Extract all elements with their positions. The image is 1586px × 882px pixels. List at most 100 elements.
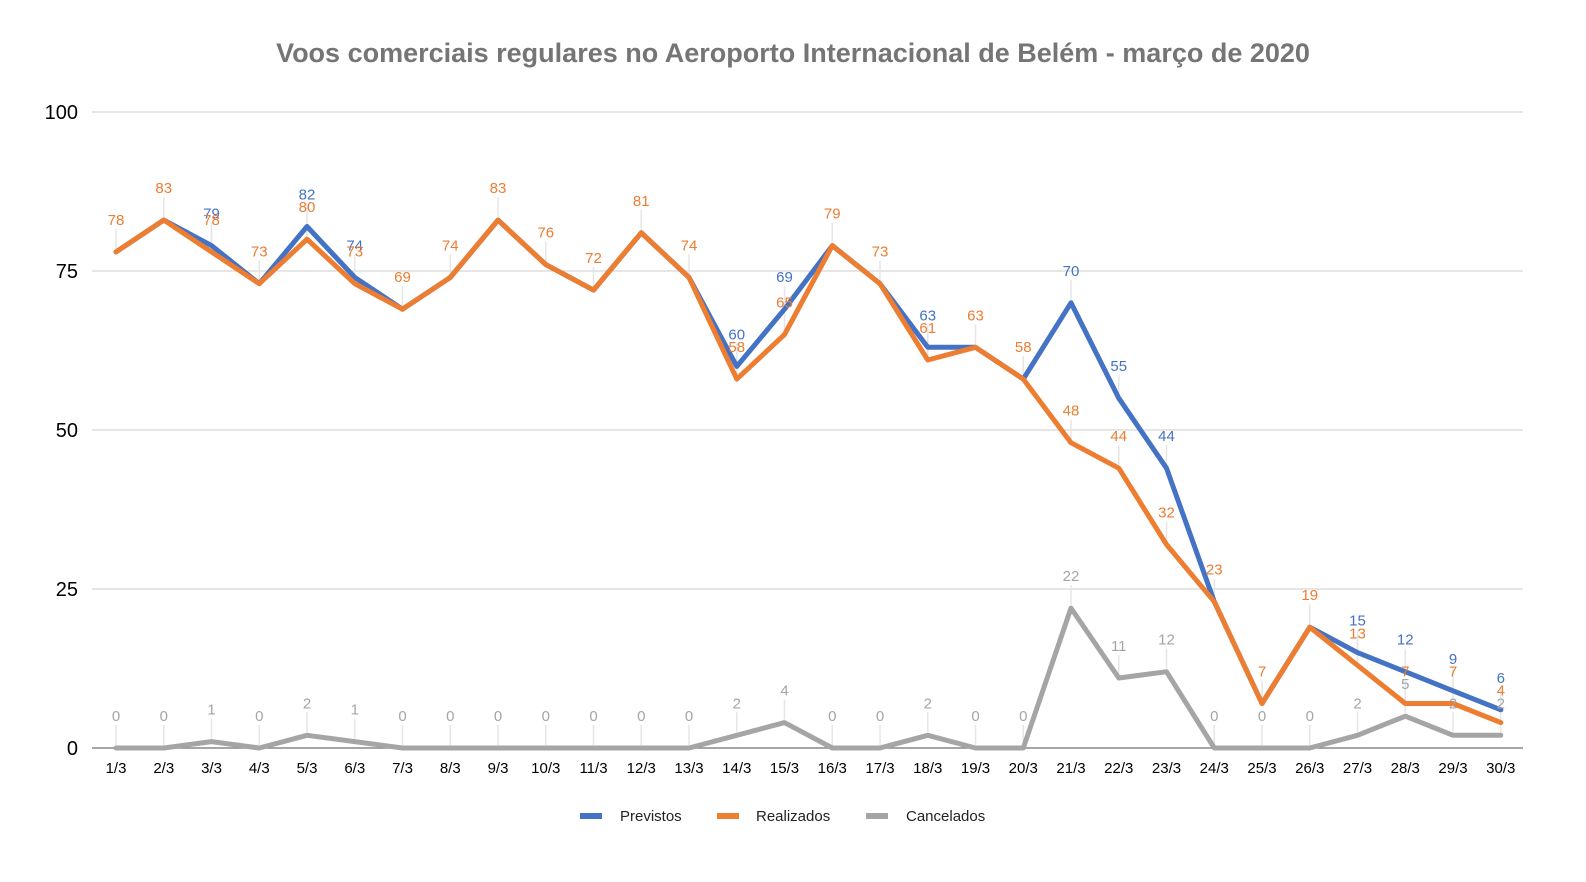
data-labels: 7982746069637055441512967883787380736974… (108, 180, 1505, 725)
data-label-previstos: 60 (728, 326, 745, 343)
data-label-realizados: 13 (1349, 625, 1366, 642)
data-label-previstos: 63 (919, 307, 936, 324)
data-label-cancelados: 0 (1306, 708, 1314, 725)
x-tick-label: 11/3 (579, 760, 607, 777)
data-label-cancelados: 2 (1353, 695, 1361, 712)
y-tick-label: 100 (45, 102, 78, 124)
data-label-cancelados: 0 (685, 708, 693, 725)
x-tick-label: 2/3 (153, 760, 174, 777)
data-label-cancelados: 5 (1401, 676, 1409, 693)
legend-label-previstos: Previstos (620, 808, 682, 825)
data-label-realizados: 58 (728, 339, 745, 356)
label-leader-lines (115, 197, 1502, 745)
data-label-previstos: 55 (1110, 358, 1127, 375)
data-label-cancelados: 0 (494, 708, 502, 725)
x-tick-label: 10/3 (531, 760, 560, 777)
data-label-realizados: 23 (1206, 562, 1223, 579)
data-label-realizados: 4 (1497, 683, 1505, 700)
data-label-previstos: 9 (1449, 651, 1457, 668)
data-label-realizados: 76 (537, 225, 554, 242)
data-label-cancelados: 0 (542, 708, 550, 725)
y-axis-ticks: 0 25 50 75 100 (45, 102, 78, 760)
data-label-realizados: 19 (1301, 587, 1318, 604)
data-label-realizados: 61 (919, 320, 936, 337)
data-label-realizados: 78 (203, 212, 220, 229)
data-label-previstos: 79 (203, 206, 220, 223)
data-label-realizados: 63 (967, 307, 984, 324)
legend-swatch-realizados (717, 813, 739, 819)
x-tick-label: 8/3 (440, 760, 461, 777)
data-label-cancelados: 0 (1019, 708, 1027, 725)
x-tick-label: 12/3 (627, 760, 656, 777)
y-tick-label: 0 (67, 738, 78, 760)
x-tick-label: 29/3 (1438, 760, 1467, 777)
x-tick-label: 4/3 (249, 760, 270, 777)
x-tick-label: 23/3 (1152, 760, 1181, 777)
data-label-cancelados: 0 (1258, 708, 1266, 725)
data-label-cancelados: 2 (733, 695, 741, 712)
data-label-previstos: 69 (776, 269, 793, 286)
legend-label-realizados: Realizados (756, 808, 830, 825)
data-label-previstos: 82 (299, 186, 316, 203)
series-line-cancelados (113, 605, 1504, 751)
x-tick-label: 13/3 (674, 760, 703, 777)
data-label-realizados: 7 (1258, 663, 1266, 680)
data-label-realizados: 69 (394, 269, 411, 286)
data-label-cancelados: 4 (780, 683, 788, 700)
data-label-previstos: 74 (346, 237, 363, 254)
data-label-realizados: 81 (633, 193, 650, 210)
data-label-realizados: 7 (1449, 663, 1457, 680)
data-label-previstos: 70 (1063, 263, 1080, 280)
legend: Previstos Realizados Cancelados (580, 808, 985, 825)
data-label-cancelados: 0 (828, 708, 836, 725)
data-label-realizados: 44 (1110, 428, 1127, 445)
x-tick-label: 18/3 (913, 760, 942, 777)
data-label-cancelados: 0 (398, 708, 406, 725)
data-label-cancelados: 0 (589, 708, 597, 725)
data-label-realizados: 78 (108, 212, 125, 229)
data-label-previstos: 44 (1158, 428, 1175, 445)
data-label-cancelados: 0 (1210, 708, 1218, 725)
x-tick-label: 14/3 (722, 760, 751, 777)
y-tick-label: 50 (56, 420, 78, 442)
x-tick-label: 1/3 (106, 760, 127, 777)
x-tick-label: 28/3 (1391, 760, 1420, 777)
x-tick-label: 21/3 (1056, 760, 1085, 777)
data-label-realizados: 72 (585, 250, 602, 267)
data-label-realizados: 73 (251, 244, 268, 261)
series-lines (113, 217, 1504, 751)
x-tick-label: 30/3 (1486, 760, 1515, 777)
data-label-cancelados: 2 (924, 695, 932, 712)
x-tick-label: 24/3 (1200, 760, 1229, 777)
series-line-realizados (113, 217, 1504, 726)
x-tick-label: 9/3 (488, 760, 509, 777)
data-label-realizados: 79 (824, 206, 841, 223)
x-tick-label: 5/3 (297, 760, 318, 777)
x-tick-label: 20/3 (1009, 760, 1038, 777)
x-axis-ticks: 1/3 2/3 3/3 4/3 5/3 6/3 7/3 8/3 9/3 10/3 11/3 12/3 1… (106, 760, 1516, 777)
data-label-cancelados: 0 (637, 708, 645, 725)
x-tick-label: 26/3 (1295, 760, 1324, 777)
y-tick-label: 75 (56, 261, 78, 283)
data-label-realizados: 7 (1401, 663, 1409, 680)
data-label-realizados: 58 (1015, 339, 1032, 356)
chart-title: Voos comerciais regulares no Aeroporto I… (276, 38, 1310, 68)
legend-swatch-cancelados (866, 813, 888, 819)
y-tick-label: 25 (56, 579, 78, 601)
data-label-cancelados: 0 (112, 708, 120, 725)
data-label-cancelados: 0 (446, 708, 454, 725)
legend-swatch-previstos (580, 813, 602, 819)
data-label-cancelados: 12 (1158, 632, 1175, 649)
data-label-realizados: 73 (346, 244, 363, 261)
data-label-cancelados: 22 (1063, 568, 1080, 585)
x-tick-label: 7/3 (392, 760, 413, 777)
x-tick-label: 15/3 (770, 760, 799, 777)
x-tick-label: 27/3 (1343, 760, 1372, 777)
data-label-cancelados: 11 (1111, 638, 1127, 655)
data-label-previstos: 6 (1497, 670, 1505, 687)
data-label-previstos: 15 (1349, 613, 1366, 630)
data-label-cancelados: 0 (876, 708, 884, 725)
data-label-cancelados: 1 (351, 702, 359, 719)
data-label-cancelados: 0 (160, 708, 168, 725)
